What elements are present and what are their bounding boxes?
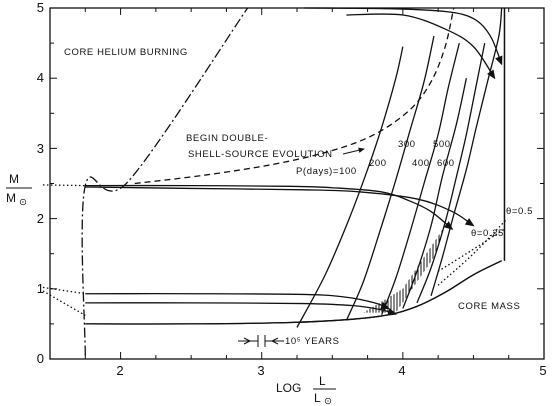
label-period-200: 200 [369,158,387,169]
label-theta-05: θ=0.5 [506,206,533,217]
evolution-track [85,302,398,316]
y-tick-label: 3 [37,141,44,156]
y-tick-label: 4 [37,70,44,85]
dotted-curve [42,290,86,317]
constant-period-curve [345,35,435,321]
constant-period-curve [381,42,460,316]
evolution-track [304,7,503,66]
constant-period-curve [402,78,468,309]
label-begin-double: BEGIN DOUBLE- [186,133,268,144]
x-axis-title: LOG [276,381,301,395]
label-core-mass: CORE MASS [458,301,520,312]
evolution-track [346,13,496,80]
y-tick-label: 1 [37,281,44,296]
x-axis-numerator: L [319,374,326,388]
label-theta-025: θ=0.25 [471,228,504,239]
x-tick-label: 4 [398,363,405,378]
y-axis-numerator: M [9,172,19,186]
core-mass-boundary [85,260,502,325]
evolution-track [85,186,475,227]
dotted-curve [437,228,505,272]
evolution-track [85,184,454,230]
x-tick-label: 2 [116,363,123,378]
y-tick-label: 2 [37,211,44,226]
label-period-300: 300 [398,139,416,150]
label-shell-source-evolution: SHELL-SOURCE EVOLUTION [188,149,333,160]
axis-ticks [49,7,545,360]
constant-period-curve [430,7,503,297]
label-period-600: 600 [437,158,455,169]
evolution-track [85,293,390,310]
y-tick-label: 5 [37,0,44,15]
label-period-400: 400 [412,158,430,169]
dotted-curve [42,286,86,295]
x-axis-denominator: L [314,391,321,405]
x-axis-sun-symbol: ⊙ [324,396,333,406]
constant-period-curve [296,46,404,328]
label-ten-to-five-years: 10⁵ YEARS [285,336,340,347]
shaded-region [363,225,446,313]
constant-period-curve [416,42,486,304]
x-tick-label: 3 [257,363,264,378]
dotted-curve [437,218,508,286]
dotted-curve [42,184,86,187]
annotation-arrow [342,147,365,155]
y-tick-label: 0 [37,351,44,366]
label-period-100: P(days)=100 [296,166,357,177]
y-axis-denominator: M [6,191,16,205]
y-axis-sun-symbol: ⊙ [19,197,28,208]
time-scale-bar [238,335,284,347]
double-shell-source-curve [134,7,455,185]
x-tick-label: 5 [539,363,546,378]
label-core-helium-burning: CORE HELIUM BURNING [64,47,188,58]
data-curves [42,7,508,356]
label-period-500: 500 [433,139,451,150]
